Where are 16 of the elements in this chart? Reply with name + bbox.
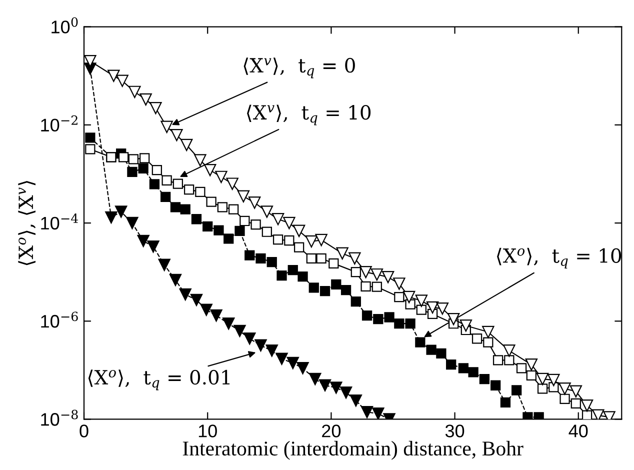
y-tick-label: 10$^{0}$	[52, 17, 78, 34]
x-tick-label: 10	[198, 424, 217, 438]
x-tick-label: 40	[568, 424, 588, 438]
x-tick-label: 0	[80, 424, 88, 438]
y-tick-label: 10$^{−2}$	[41, 115, 78, 132]
y-tick-label: 10$^{−4}$	[41, 213, 78, 230]
x-tick-label: 30	[445, 424, 464, 438]
y-tick-label: 10$^{−6}$	[41, 312, 78, 328]
y-tick-label: 10$^{−8}$	[41, 410, 78, 426]
annotation: ⟨X$^{v}$⟩, t$_{q}$ = 10	[247, 104, 371, 126]
annotation: ⟨X$^{v}$⟩, t$_{q}$ = 0	[244, 58, 355, 78]
x-tick-label: 20	[322, 424, 341, 438]
annotation: ⟨X$^{o}$⟩, t$_{q}$ = 10	[497, 248, 622, 269]
y-axis-title: ⟨X$^{o}$⟩, ⟨X$^{v}$⟩	[18, 180, 36, 266]
x-axis-title: Interatomic (interdomain) distance, Bohr	[182, 440, 524, 460]
annotation: ⟨X$^{o}$⟩, t$_{q}$ = 0.01	[88, 370, 230, 390]
